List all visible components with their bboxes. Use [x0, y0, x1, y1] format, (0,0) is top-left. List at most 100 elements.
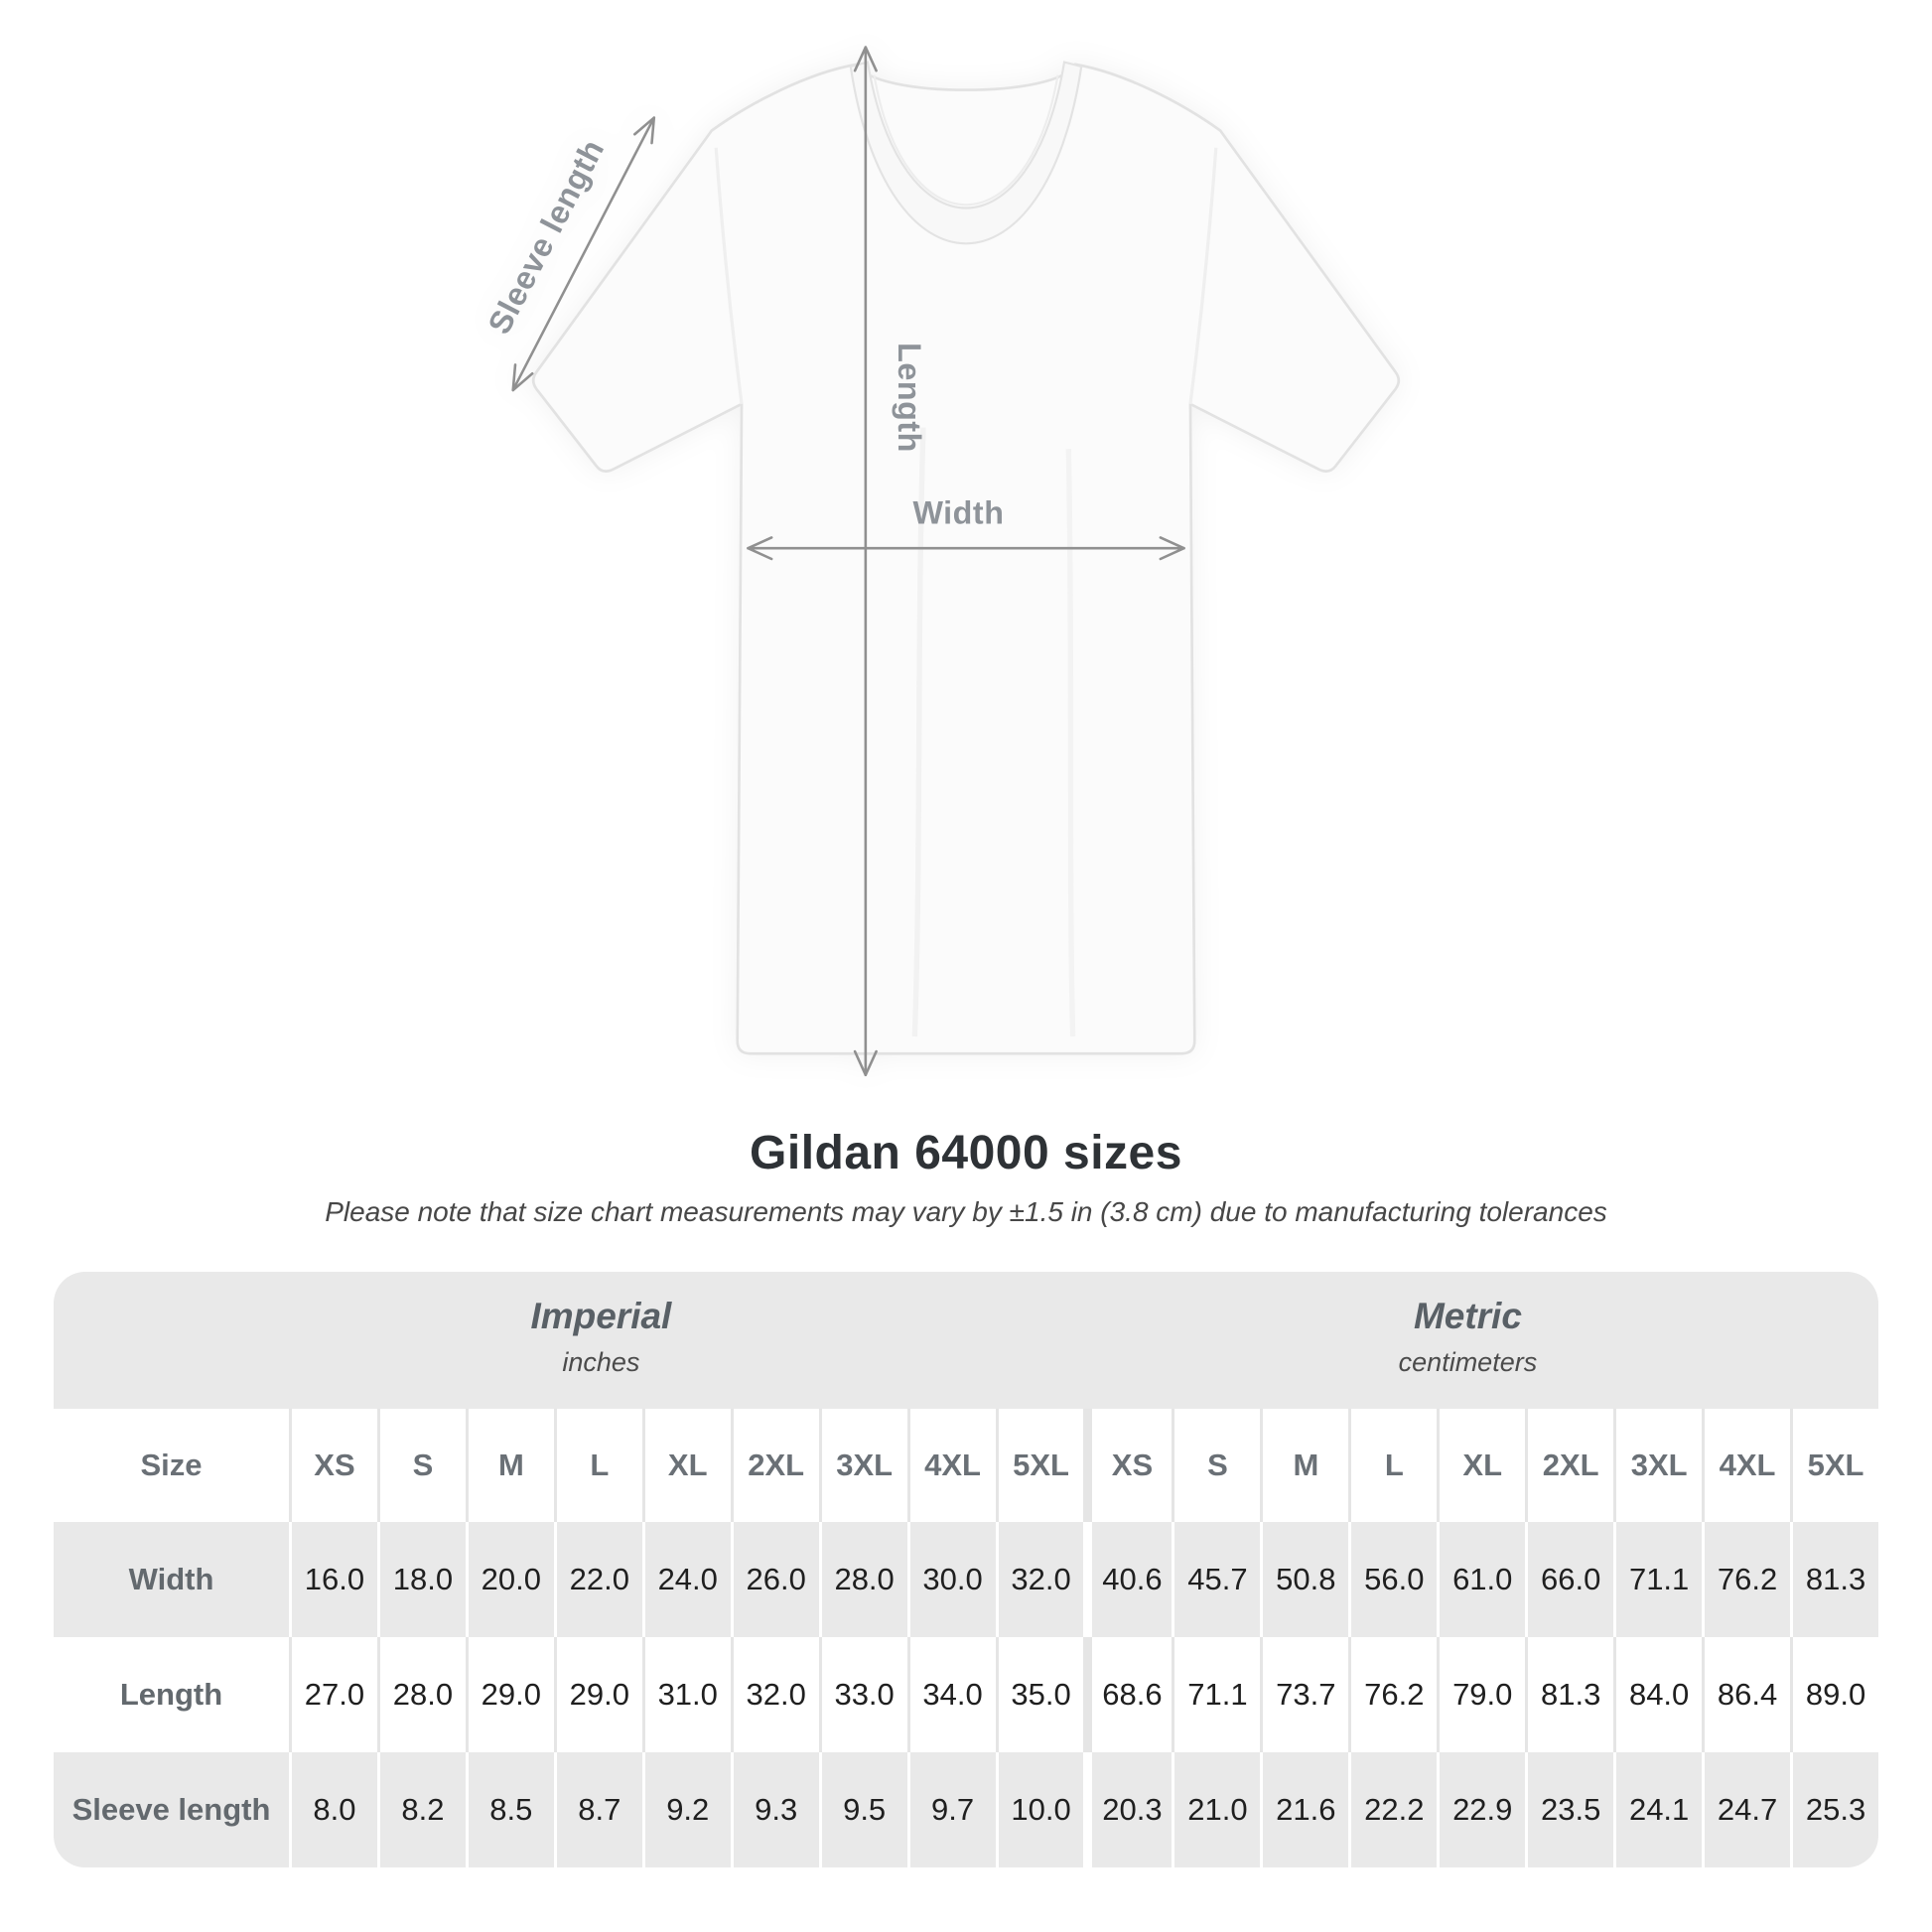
imperial-label: Imperial: [530, 1296, 672, 1336]
row-label: Length: [119, 1677, 223, 1712]
measurement-cell-metric-s: 45.7: [1172, 1522, 1260, 1637]
measurement-cell-metric-2xl: 81.3: [1525, 1637, 1613, 1752]
measurement-cell-imperial-l: 29.0: [553, 1637, 642, 1752]
measurement-cell-imperial-2xl: 32.0: [730, 1637, 819, 1752]
row-label: Sleeve length: [71, 1792, 271, 1827]
size-col-header-metric-5xl: 5XL: [1790, 1409, 1878, 1522]
size-col-header-metric-xs: XS: [1083, 1409, 1172, 1522]
measurement-cell-metric-m: 21.6: [1260, 1752, 1348, 1867]
measurement-cell-metric-5xl: 25.3: [1790, 1752, 1878, 1867]
measurement-cell-imperial-m: 8.5: [465, 1752, 554, 1867]
measurement-cell-metric-4xl: 86.4: [1702, 1637, 1790, 1752]
tshirt-fold-right: [1065, 449, 1076, 1037]
tshirt-illustration: Width Length Sleeve length: [482, 46, 1401, 1077]
measurement-cell-imperial-l: 8.7: [553, 1752, 642, 1867]
measurement-cell-imperial-xs: 27.0: [289, 1637, 377, 1752]
size-col-header-imperial-xl: XL: [641, 1409, 731, 1522]
size-header-row: Size XS S M L XL 2XL 3XL 4XL 5XL XS S M L XL 2XL 3XL 4XL 5…: [54, 1409, 1878, 1522]
measurement-cell-metric-3xl: 71.1: [1613, 1522, 1702, 1637]
tshirt-fold-left: [911, 427, 926, 1037]
tolerance-note: Please note that size chart measurements…: [325, 1196, 1607, 1227]
measurement-cell-imperial-5xl: 35.0: [995, 1637, 1084, 1752]
measurement-cell-metric-m: 73.7: [1260, 1637, 1348, 1752]
size-col-header-metric-3xl: 3XL: [1613, 1409, 1702, 1522]
length-label: Length: [892, 343, 927, 453]
measurement-cell-metric-m: 50.8: [1260, 1522, 1348, 1637]
measurement-cell-imperial-xs: 16.0: [289, 1522, 377, 1637]
width-arrow: [747, 536, 1185, 561]
unit-group-imperial: Imperial inches: [530, 1296, 671, 1378]
measurement-cell-imperial-2xl: 9.3: [730, 1752, 819, 1867]
measurement-cell-metric-5xl: 81.3: [1790, 1522, 1878, 1637]
measurement-cell-imperial-3xl: 33.0: [818, 1637, 907, 1752]
size-col-header-metric-4xl: 4XL: [1702, 1409, 1790, 1522]
measurement-cell-metric-5xl: 89.0: [1790, 1637, 1878, 1752]
measurement-cell-imperial-xl: 9.2: [641, 1752, 731, 1867]
measurement-cell-imperial-xs: 8.0: [289, 1752, 377, 1867]
size-col-header-metric-l: L: [1348, 1409, 1437, 1522]
size-col-header-imperial-m: M: [465, 1409, 554, 1522]
measurement-cell-metric-2xl: 23.5: [1525, 1752, 1613, 1867]
row-label: Width: [128, 1562, 214, 1596]
width-label: Width: [912, 494, 1004, 530]
size-col-header-imperial-4xl: 4XL: [906, 1409, 996, 1522]
measurement-cell-metric-4xl: 76.2: [1702, 1522, 1790, 1637]
size-col-header-metric-xl: XL: [1437, 1409, 1525, 1522]
measurement-cell-imperial-xl: 24.0: [641, 1522, 731, 1637]
measurement-cell-imperial-xl: 31.0: [641, 1637, 731, 1752]
measurement-cell-imperial-4xl: 9.7: [906, 1752, 996, 1867]
size-header-label: Size: [140, 1448, 203, 1482]
measurement-cell-metric-l: 22.2: [1348, 1752, 1437, 1867]
size-col-header-imperial-l: L: [553, 1409, 642, 1522]
measurement-cell-metric-xs: 68.6: [1083, 1637, 1172, 1752]
measurement-cell-imperial-5xl: 10.0: [995, 1752, 1084, 1867]
measurement-cell-imperial-m: 20.0: [465, 1522, 554, 1637]
measurement-cell-imperial-3xl: 28.0: [818, 1522, 907, 1637]
metric-unit-label: centimeters: [1398, 1347, 1538, 1377]
measurement-cell-metric-xs: 20.3: [1083, 1752, 1172, 1867]
measurement-cell-imperial-3xl: 9.5: [818, 1752, 907, 1867]
measurement-row-width: Width 16.0 18.0 20.0 22.0 24.0 26.0 28.0 30.0 32.…: [54, 1522, 1878, 1637]
measurement-cell-metric-xl: 79.0: [1437, 1637, 1525, 1752]
measurement-cell-metric-s: 71.1: [1172, 1637, 1260, 1752]
size-col-header-imperial-2xl: 2XL: [730, 1409, 819, 1522]
title-block: Gildan 64000 sizes Please note that size…: [0, 1126, 1932, 1228]
measurement-cell-metric-l: 76.2: [1348, 1637, 1437, 1752]
measurement-cell-imperial-s: 8.2: [376, 1752, 466, 1867]
shirt-measurement-diagram: Width Length Sleeve length: [482, 46, 1401, 1077]
measurement-cell-imperial-5xl: 32.0: [995, 1522, 1084, 1637]
measurement-cell-metric-2xl: 66.0: [1525, 1522, 1613, 1637]
measurement-cell-metric-xl: 61.0: [1437, 1522, 1525, 1637]
imperial-unit-label: inches: [562, 1347, 640, 1377]
size-col-header-imperial-xs: XS: [289, 1409, 377, 1522]
size-col-header-imperial-5xl: 5XL: [995, 1409, 1084, 1522]
length-arrow: [853, 46, 878, 1077]
unit-header-row: Imperial inches Metric centimeters: [54, 1272, 1878, 1409]
tshirt-sleeve-seam-left: [714, 147, 744, 405]
measurement-cell-imperial-l: 22.0: [553, 1522, 642, 1637]
measurement-row-length: Length 27.0 28.0 29.0 29.0 31.0 32.0 33.0 34.0 35…: [54, 1637, 1878, 1752]
measurement-cell-imperial-s: 28.0: [376, 1637, 466, 1752]
size-col-header-metric-2xl: 2XL: [1525, 1409, 1613, 1522]
measurement-cell-metric-s: 21.0: [1172, 1752, 1260, 1867]
size-col-header-metric-m: M: [1260, 1409, 1348, 1522]
size-col-header-metric-s: S: [1172, 1409, 1260, 1522]
measurement-cell-metric-3xl: 84.0: [1613, 1637, 1702, 1752]
size-table: Imperial inches Metric centimeters Size X…: [54, 1272, 1878, 1867]
measurement-cell-metric-xl: 22.9: [1437, 1752, 1525, 1867]
tshirt-collar: [849, 61, 1083, 245]
size-col-header-imperial-s: S: [376, 1409, 466, 1522]
sleeve-length-arrow: [511, 116, 656, 392]
measurement-cell-imperial-s: 18.0: [376, 1522, 466, 1637]
measurement-cell-metric-l: 56.0: [1348, 1522, 1437, 1637]
measurement-row-sleeve-length: Sleeve length 8.0 8.2 8.5 8.7 9.2 9.3 9.5 9.7 10.…: [54, 1752, 1878, 1867]
metric-label: Metric: [1413, 1296, 1522, 1336]
unit-group-metric: Metric centimeters: [1399, 1296, 1538, 1378]
measurement-cell-metric-3xl: 24.1: [1613, 1752, 1702, 1867]
measurement-cell-imperial-4xl: 30.0: [906, 1522, 996, 1637]
size-col-header-imperial-3xl: 3XL: [818, 1409, 907, 1522]
size-table-rows: Size XS S M L XL 2XL 3XL 4XL 5XL XS S M L XL 2XL 3XL 4XL 5…: [54, 1409, 1878, 1867]
page-title: Gildan 64000 sizes: [750, 1127, 1182, 1179]
tshirt-collar-stitch: [873, 74, 1059, 207]
measurement-cell-imperial-m: 29.0: [465, 1637, 554, 1752]
